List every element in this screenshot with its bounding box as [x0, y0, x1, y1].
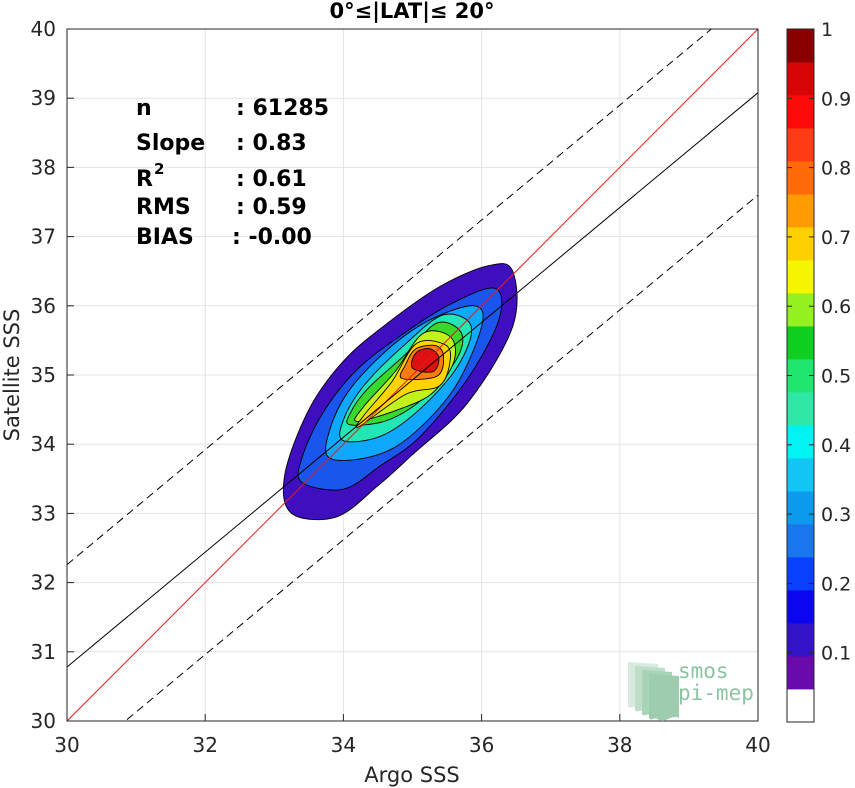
colorbar-segment [787, 95, 814, 129]
colorbar [786, 28, 815, 723]
colorbar-segment [787, 557, 814, 591]
logo-text-smos: smos [678, 659, 729, 683]
stat-label: n [136, 96, 152, 121]
colorbar-tick-label: 0.8 [821, 158, 851, 180]
colorbar-tick-label: 0.7 [821, 227, 851, 249]
y-tick-label: 37 [31, 225, 56, 249]
y-tick-label: 32 [31, 571, 56, 595]
regression-lines [67, 29, 758, 721]
y-tick-label: 30 [31, 709, 56, 733]
chart-title: 0°≤|LAT|≤ 20° [329, 0, 494, 24]
stat-label: RMS [136, 195, 191, 220]
y-tick-label: 36 [31, 294, 56, 318]
x-tick-label: 34 [331, 733, 356, 757]
colorbar-segment [787, 590, 814, 624]
colorbar-tick-label: 0.3 [821, 504, 851, 526]
stat-label: R [136, 167, 153, 192]
stat-value: : 0.59 [236, 195, 307, 220]
colorbar-segment [787, 623, 814, 657]
colorbar-tick-label: 0.6 [821, 296, 851, 318]
colorbar-segment [787, 227, 814, 261]
y-tick-label: 38 [31, 155, 56, 179]
colorbar-segment [787, 689, 814, 723]
colorbar-tick-label: 0.9 [821, 88, 851, 110]
y-axis-label: Satellite SSS [0, 309, 24, 442]
colorbar-tick-label: 0.2 [821, 573, 851, 595]
smos-pi-mep-logo: smos pi-mep [628, 659, 754, 721]
y-tick-label: 34 [31, 432, 56, 456]
x-tick-label: 36 [469, 733, 494, 757]
colorbar-segment [787, 425, 814, 459]
x-tick-label: 32 [192, 733, 217, 757]
stats-box: n : 61285 Slope : 0.83 R 2 : 0.61 RMS : 0.59 BIAS… [136, 96, 329, 250]
stat-value: : 61285 [236, 96, 329, 121]
stat-value: : 0.83 [236, 131, 307, 156]
y-tick-label: 39 [31, 86, 56, 110]
y-axis-ticks: 30 31 32 33 34 35 36 37 38 39 40 [31, 17, 74, 733]
colorbar-segment [787, 656, 814, 690]
stat-value: : -0.00 [232, 225, 312, 250]
x-axis-ticks: 30 32 34 36 38 40 [54, 714, 771, 757]
identity-line [67, 29, 758, 721]
x-tick-label: 30 [54, 733, 79, 757]
colorbar-segment [787, 491, 814, 525]
colorbar-segment [787, 392, 814, 426]
colorbar-segment [787, 62, 814, 96]
colorbar-segment [787, 293, 814, 327]
colorbar-segment [787, 524, 814, 558]
colorbar-segment [787, 458, 814, 492]
y-tick-label: 31 [31, 640, 56, 664]
regression-lower-line [124, 194, 758, 721]
logo-wave-layer [649, 674, 679, 721]
stat-label: BIAS [136, 225, 194, 250]
y-tick-label: 33 [31, 501, 56, 525]
colorbar-segment [787, 161, 814, 195]
logo-waves-icon [628, 662, 679, 721]
x-axis-label: Argo SSS [364, 763, 459, 787]
colorbar-segment [787, 128, 814, 162]
colorbar-tick-label: 0.1 [821, 643, 851, 665]
colorbar-tick-label: 1 [821, 19, 833, 41]
x-tick-label: 40 [745, 733, 770, 757]
x-tick-label: 38 [607, 733, 632, 757]
colorbar-tick-label: 0.4 [821, 435, 851, 457]
colorbar-segment [787, 194, 814, 228]
stat-value: : 0.61 [236, 167, 307, 192]
regression-upper-line [67, 29, 713, 565]
colorbar-segment [787, 260, 814, 294]
colorbar-tick-label: 0.5 [821, 366, 851, 388]
y-tick-label: 35 [31, 363, 56, 387]
stat-superscript: 2 [154, 160, 164, 178]
regression-line [67, 92, 758, 668]
colorbar-segment [787, 326, 814, 360]
stat-label: Slope [136, 131, 205, 156]
logo-text-pimep: pi-mep [678, 681, 754, 705]
colorbar-ticks: 0.1 0.2 0.3 0.4 0.5 0.6 0.7 0.8 0.9 1 [787, 19, 851, 665]
colorbar-segment [787, 29, 814, 63]
y-tick-label: 40 [31, 17, 56, 41]
